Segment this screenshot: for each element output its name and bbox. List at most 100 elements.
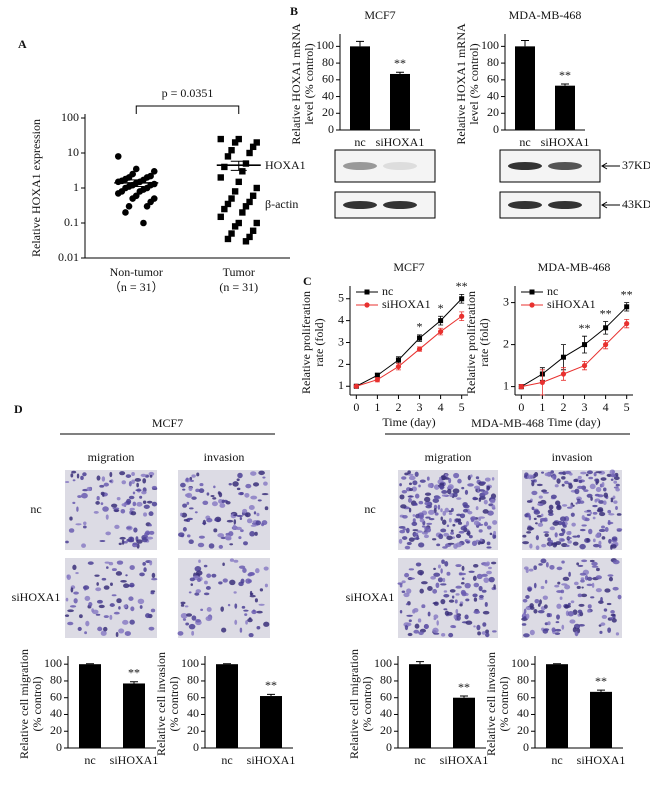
cell (457, 521, 463, 525)
chart-title: MDA-MB-468 (509, 8, 582, 22)
cell (194, 511, 198, 514)
cell (227, 603, 231, 607)
cell (548, 542, 552, 547)
cell (607, 520, 611, 523)
cell (261, 493, 269, 496)
cell (545, 561, 549, 568)
cell (122, 619, 129, 625)
cell (244, 492, 250, 498)
cell (527, 474, 534, 480)
cell (202, 500, 209, 506)
cell (456, 513, 462, 517)
cell (473, 625, 476, 628)
cell (214, 518, 217, 522)
cell (467, 510, 473, 515)
cell (76, 473, 80, 479)
cell (414, 493, 420, 499)
cell (150, 591, 155, 595)
x-axis-label: Time (day) (382, 415, 435, 429)
cell (439, 485, 444, 490)
cell (610, 613, 616, 617)
cell (203, 592, 210, 596)
cell (529, 603, 534, 608)
cell (180, 601, 186, 605)
cell (144, 532, 149, 537)
cell (118, 606, 121, 610)
cell (610, 478, 614, 481)
cell (264, 506, 269, 511)
cell (229, 558, 235, 562)
cell (535, 545, 540, 551)
cell (69, 605, 77, 608)
cell (522, 534, 527, 538)
cell (544, 472, 551, 477)
cell (455, 533, 462, 539)
cell (465, 620, 473, 625)
cell (616, 513, 622, 516)
cell (486, 525, 492, 530)
cell (211, 573, 217, 578)
y-tick-label: 40 (517, 706, 529, 720)
cell (440, 583, 447, 586)
cell (121, 539, 125, 545)
cell (112, 507, 120, 510)
cell (151, 572, 156, 578)
y-tick-label: 4 (338, 312, 344, 326)
y-axis-label: Relative cell migration (17, 649, 31, 759)
cell (249, 590, 253, 596)
cell (198, 535, 205, 539)
group-title: MDA-MB-468 (471, 416, 544, 430)
cell (248, 617, 252, 620)
cell (525, 568, 529, 574)
cell (607, 574, 614, 577)
cell (604, 588, 611, 593)
cell (143, 504, 150, 509)
cell (408, 507, 412, 513)
cell (540, 585, 545, 590)
cell (427, 483, 433, 488)
annotation: p = 0.0351 (162, 86, 214, 100)
cell (464, 614, 469, 620)
cell (199, 482, 204, 487)
cell (595, 588, 602, 593)
cell (544, 533, 549, 537)
cell (210, 494, 215, 497)
cell (450, 529, 454, 533)
cell (65, 480, 70, 484)
cell (449, 589, 456, 593)
cell (219, 503, 226, 508)
x-tick-label: 1 (539, 400, 545, 414)
cell (578, 603, 585, 607)
point (224, 200, 232, 208)
cell (468, 570, 475, 573)
cell (218, 544, 224, 549)
cell (137, 598, 145, 605)
cell (459, 603, 463, 607)
cell (581, 524, 587, 527)
point (253, 184, 260, 192)
point (224, 153, 232, 160)
cell (261, 520, 268, 526)
cell (483, 521, 488, 527)
cell (111, 594, 117, 597)
cell (472, 496, 478, 501)
y-tick-label: 3 (338, 334, 344, 348)
cell (562, 576, 570, 581)
point (235, 178, 242, 186)
cell (70, 587, 74, 593)
cell (149, 560, 153, 566)
cell (452, 523, 456, 527)
cell (481, 589, 487, 593)
point (539, 379, 545, 385)
cell (477, 631, 482, 636)
y-tick-label: 10 (67, 145, 79, 159)
cell (418, 631, 424, 636)
cell (577, 475, 582, 480)
cell (554, 484, 559, 488)
cell (591, 582, 595, 588)
cell (586, 513, 591, 517)
y-tick-label: 5 (338, 291, 344, 305)
cell (584, 517, 590, 522)
y-tick-label: 0 (386, 740, 392, 754)
x-tick-label: 3 (417, 400, 423, 414)
